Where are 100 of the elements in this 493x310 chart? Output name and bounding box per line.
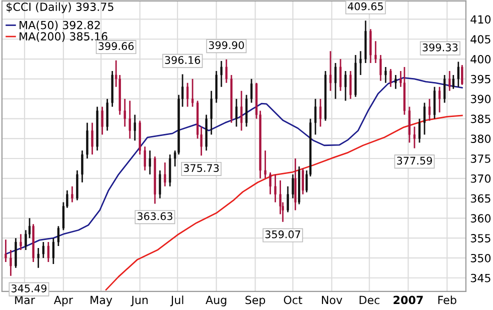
candlestick [334,62,337,100]
candlestick [349,70,352,100]
candlestick [71,186,74,203]
candlestick [24,229,27,251]
annotation: 359.07 [265,230,300,238]
x-tick-label: Jun [130,296,148,306]
x-tick-label: Aug [206,296,226,306]
legend-label: MA(200) 385.16 [20,32,108,42]
candlestick [20,233,22,251]
y-tick-label: 405 [470,35,490,44]
y-tick-label: 395 [470,74,490,84]
y-tick-label: 380 [470,134,491,143]
y-tick-label: 370 [470,174,491,183]
x-tick-label: Nov [322,296,342,304]
annotation: 377.59 [397,156,432,165]
candlestick [359,50,362,76]
annotation: 375.73 [184,164,219,172]
candlestick [106,98,108,132]
annotation: 363.63 [138,212,172,220]
x-tick-label: May [90,296,112,306]
y-tick-label: 345 [470,274,490,282]
y-tick-label: 375 [470,154,490,163]
candlestick [390,68,392,88]
candlestick [4,238,7,263]
candlestick [101,106,104,136]
candlestick [158,170,162,199]
candlestick [52,237,54,265]
y-tick-label: 400 [470,55,491,64]
x-tick-label: Feb [438,296,456,304]
candlestick [448,70,451,92]
candlestick [457,60,460,88]
candlestick [384,66,387,84]
x-tick-label: Apr [54,296,74,306]
candlestick [124,98,126,128]
candlestick [286,186,289,213]
candlestick [148,150,152,176]
annotation: 345.49 [12,284,46,292]
candlestick [10,249,12,277]
candlestick [168,154,172,188]
candlestick [344,70,347,102]
candlestick [269,172,272,196]
candlestick [91,122,94,156]
candlestick [461,64,464,86]
y-tick-label: 350 [470,254,491,262]
candlestick [314,98,317,136]
candlestick [264,150,266,180]
annotation: 399.33 [422,43,458,52]
candlestick [339,58,342,92]
candlestick [374,40,377,64]
candlestick [292,174,294,199]
candlestick [47,241,50,263]
candlestick [452,74,454,90]
x-tick-label: Sep [246,296,266,306]
candlestick [443,74,446,104]
y-tick-label: 385 [470,114,490,124]
annotation: 396.16 [165,56,200,64]
candlestick [86,122,88,160]
candlestick [144,146,146,172]
annotation: 399.90 [208,41,244,50]
candlestick [394,74,397,90]
candlestick [191,78,194,108]
candlestick [433,86,436,120]
candlestick [329,50,332,92]
y-tick-label: 365 [470,194,490,203]
candlestick [220,60,222,88]
candlestick [302,168,304,196]
candlestick [215,70,218,104]
x-tick-label: Oct [284,296,302,304]
candlestick [438,86,441,114]
candlestick [418,118,421,144]
candlestick [319,98,322,128]
candlestick [225,58,228,84]
candlestick [128,100,131,140]
candlestick [57,225,60,247]
y-tick-label: 355 [470,234,490,242]
candlestick [235,98,238,128]
x-tick-label: Jul [170,296,184,306]
chart-title: $CCI (Daily) 393.75 [6,2,114,14]
annotation: 409.65 [348,2,383,10]
candlestick [14,237,17,269]
candlestick [423,102,426,136]
candlestick [294,158,296,211]
candlestick [245,94,248,128]
legend-label: MA(50) 392.82 [20,20,100,31]
candlestick [164,162,166,188]
candlestick [37,247,40,269]
candlestick [81,150,84,184]
x-tick-label: Dec [360,296,380,304]
y-tick-label: 390 [470,94,491,104]
candlestick [274,174,276,203]
candlestick [210,90,212,136]
candlestick [428,98,431,122]
y-tick-label: 360 [470,214,491,223]
candlestick [413,126,416,149]
x-tick-label: Mar [15,296,36,304]
candlestick [186,82,189,108]
candlestick [134,114,136,142]
x-tick-label: 2007 [394,296,423,304]
candlestick [370,28,372,64]
candlestick [250,78,253,104]
